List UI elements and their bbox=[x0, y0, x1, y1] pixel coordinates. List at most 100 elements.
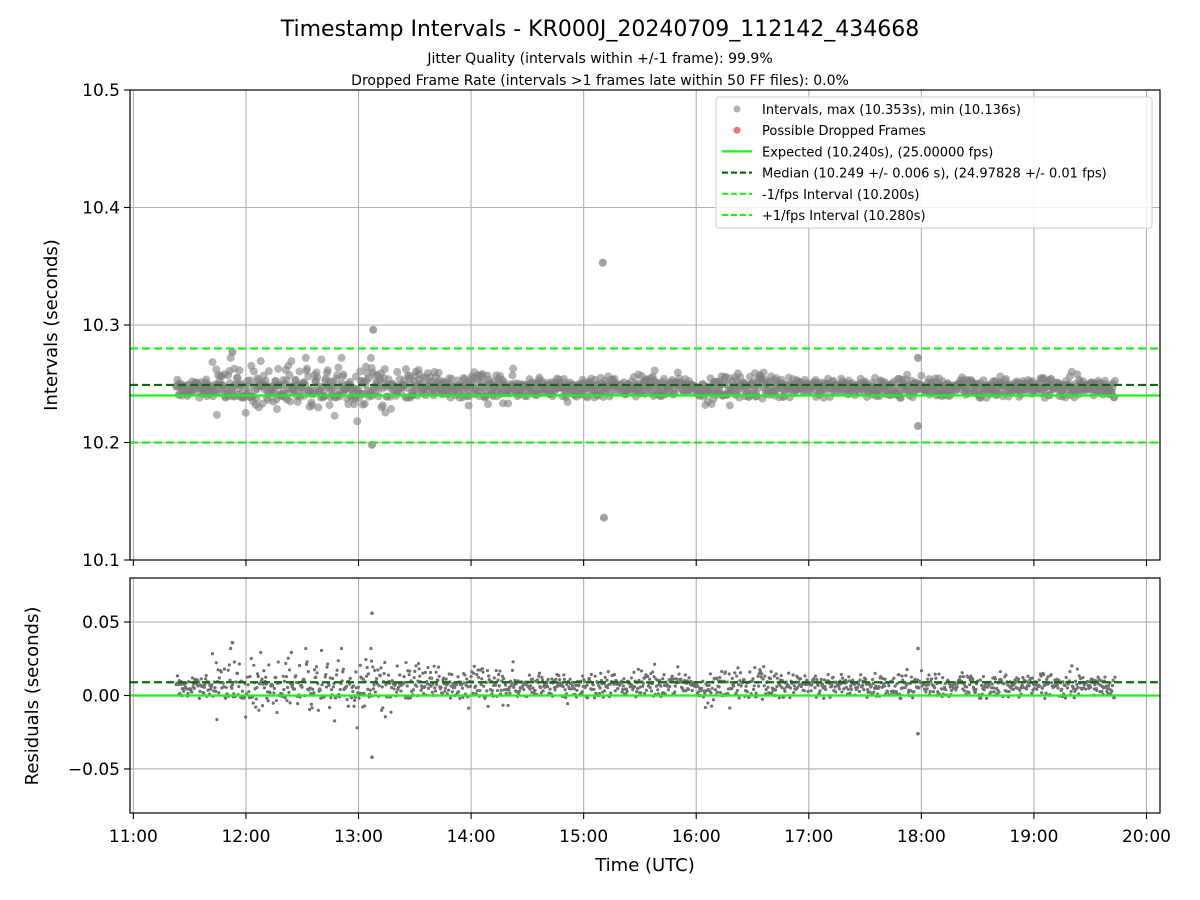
residual-point bbox=[795, 686, 800, 690]
residual-point bbox=[991, 686, 996, 690]
residual-point bbox=[1044, 691, 1048, 695]
residual-point bbox=[666, 688, 671, 692]
interval-point bbox=[337, 353, 346, 362]
residual-point bbox=[758, 669, 763, 674]
residual-point bbox=[802, 689, 806, 693]
residual-point bbox=[1091, 678, 1095, 682]
residual-point bbox=[998, 670, 1002, 674]
residual-point bbox=[763, 674, 767, 678]
residual-point bbox=[437, 674, 441, 678]
interval-point bbox=[208, 358, 217, 367]
residual-point bbox=[381, 706, 385, 710]
residual-point bbox=[255, 672, 260, 676]
residual-point bbox=[371, 687, 376, 691]
residual-point bbox=[636, 687, 640, 691]
residual-point bbox=[466, 685, 470, 689]
residual-point bbox=[274, 698, 278, 703]
residual-point bbox=[700, 686, 704, 690]
residual-point bbox=[939, 687, 944, 691]
residual-point bbox=[430, 690, 434, 694]
residual-point bbox=[1002, 681, 1006, 686]
residual-point bbox=[629, 676, 634, 680]
residual-point bbox=[345, 697, 349, 702]
interval-point bbox=[504, 399, 513, 408]
interval-point bbox=[380, 365, 389, 374]
residual-point bbox=[254, 697, 258, 701]
residual-point bbox=[649, 689, 654, 693]
residual-point bbox=[951, 686, 955, 690]
residual-point bbox=[434, 670, 438, 674]
interval-point bbox=[378, 401, 387, 410]
residual-point bbox=[581, 674, 585, 678]
residual-point bbox=[736, 682, 741, 687]
residual-point bbox=[476, 668, 480, 672]
residual-point bbox=[366, 672, 371, 676]
residual-point bbox=[1073, 679, 1078, 683]
residual-point bbox=[376, 668, 380, 672]
residual-point bbox=[676, 665, 680, 669]
interval-point bbox=[386, 404, 395, 413]
residual-point bbox=[471, 691, 475, 695]
interval-point bbox=[346, 377, 355, 386]
residual-point bbox=[562, 673, 566, 677]
residual-point bbox=[312, 691, 316, 695]
interval-point bbox=[323, 366, 332, 375]
residual-point bbox=[503, 683, 508, 687]
residual-point bbox=[245, 675, 250, 679]
residual-point bbox=[1035, 687, 1039, 691]
legend-label: +1/fps Interval (10.280s) bbox=[762, 209, 926, 224]
residual-point bbox=[1110, 684, 1115, 688]
residual-point bbox=[329, 688, 334, 692]
residual-point bbox=[448, 696, 453, 700]
residual-point bbox=[777, 696, 781, 700]
residual-point bbox=[336, 659, 340, 663]
residual-point bbox=[485, 689, 489, 693]
residual-point bbox=[608, 682, 612, 686]
interval-point bbox=[447, 374, 456, 383]
residual-point bbox=[1004, 673, 1008, 677]
residual-point bbox=[728, 706, 732, 710]
residual-point bbox=[774, 672, 778, 676]
residual-point bbox=[217, 691, 221, 695]
residual-point bbox=[710, 704, 714, 708]
residual-point bbox=[609, 691, 613, 695]
interval-point bbox=[360, 399, 369, 408]
residual-point bbox=[798, 677, 803, 681]
x-tick-label: 11:00 bbox=[109, 827, 158, 847]
residual-point bbox=[900, 674, 904, 678]
residual-point bbox=[982, 688, 986, 692]
residual-point bbox=[599, 671, 603, 676]
residual-point bbox=[1021, 675, 1025, 680]
residual-point bbox=[833, 685, 837, 689]
residual-point bbox=[860, 683, 865, 687]
chart-subtitle-dropped: Dropped Frame Rate (intervals >1 frames … bbox=[351, 73, 849, 89]
residuals-panel: −0.05 0.00 0.05 11:00 12:00 13:00 14:00 15:00 16… bbox=[68, 577, 1171, 847]
residual-point bbox=[606, 686, 610, 690]
residual-point bbox=[764, 687, 768, 692]
interval-point bbox=[330, 411, 339, 420]
residual-point bbox=[393, 682, 397, 686]
residual-point bbox=[214, 661, 218, 665]
residual-point bbox=[661, 677, 665, 681]
residual-point bbox=[882, 684, 887, 688]
residual-point bbox=[997, 690, 1001, 694]
bottom-y-tick-label: 0.05 bbox=[82, 613, 120, 633]
legend-label: Possible Dropped Frames bbox=[762, 124, 926, 139]
residual-point bbox=[966, 675, 971, 680]
residual-point bbox=[441, 676, 446, 680]
residual-point bbox=[224, 685, 228, 690]
residual-point bbox=[589, 672, 593, 677]
residual-point bbox=[587, 677, 592, 681]
residual-point bbox=[1056, 686, 1060, 690]
residual-point bbox=[197, 696, 201, 700]
residual-point bbox=[756, 674, 760, 678]
residual-point bbox=[840, 676, 845, 680]
interval-point bbox=[286, 397, 295, 406]
residual-point bbox=[460, 686, 464, 690]
residual-point bbox=[1076, 685, 1080, 689]
residual-point bbox=[264, 675, 268, 679]
residual-point bbox=[486, 704, 490, 708]
residual-point bbox=[319, 648, 324, 653]
residual-point bbox=[444, 677, 448, 681]
residual-point bbox=[772, 674, 776, 678]
